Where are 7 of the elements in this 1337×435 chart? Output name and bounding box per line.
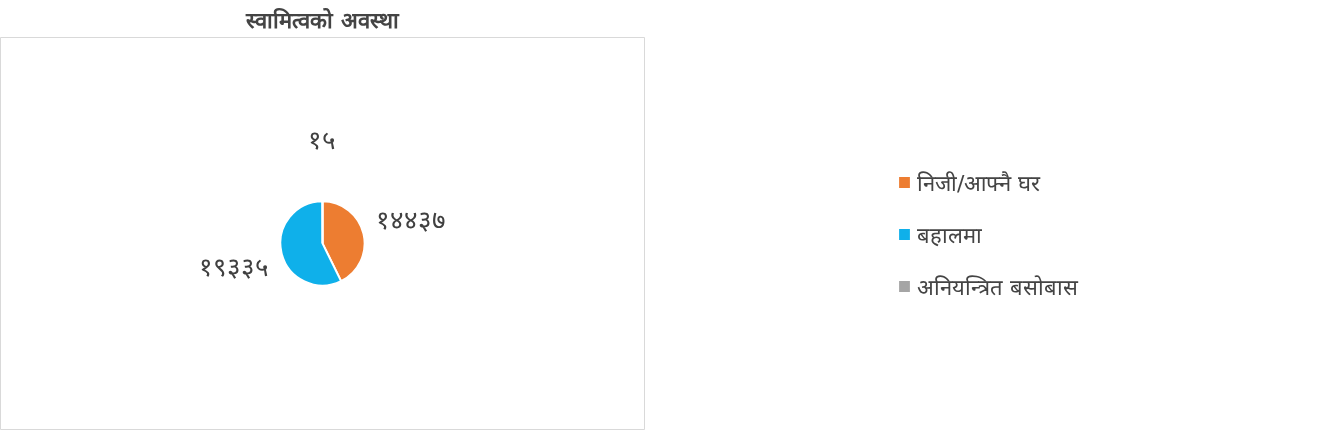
legend-label: अनियन्त्रित बसोबास xyxy=(917,273,1078,301)
data-label: १४४३७ xyxy=(375,205,446,236)
data-label: १५ xyxy=(308,125,337,156)
legend-label: बहालमा xyxy=(917,221,982,249)
chart-title: स्वामित्वको अवस्था xyxy=(245,6,400,33)
data-label: १९३३५ xyxy=(199,251,270,282)
legend-label: निजी/आफ्नै घर xyxy=(917,169,1041,197)
